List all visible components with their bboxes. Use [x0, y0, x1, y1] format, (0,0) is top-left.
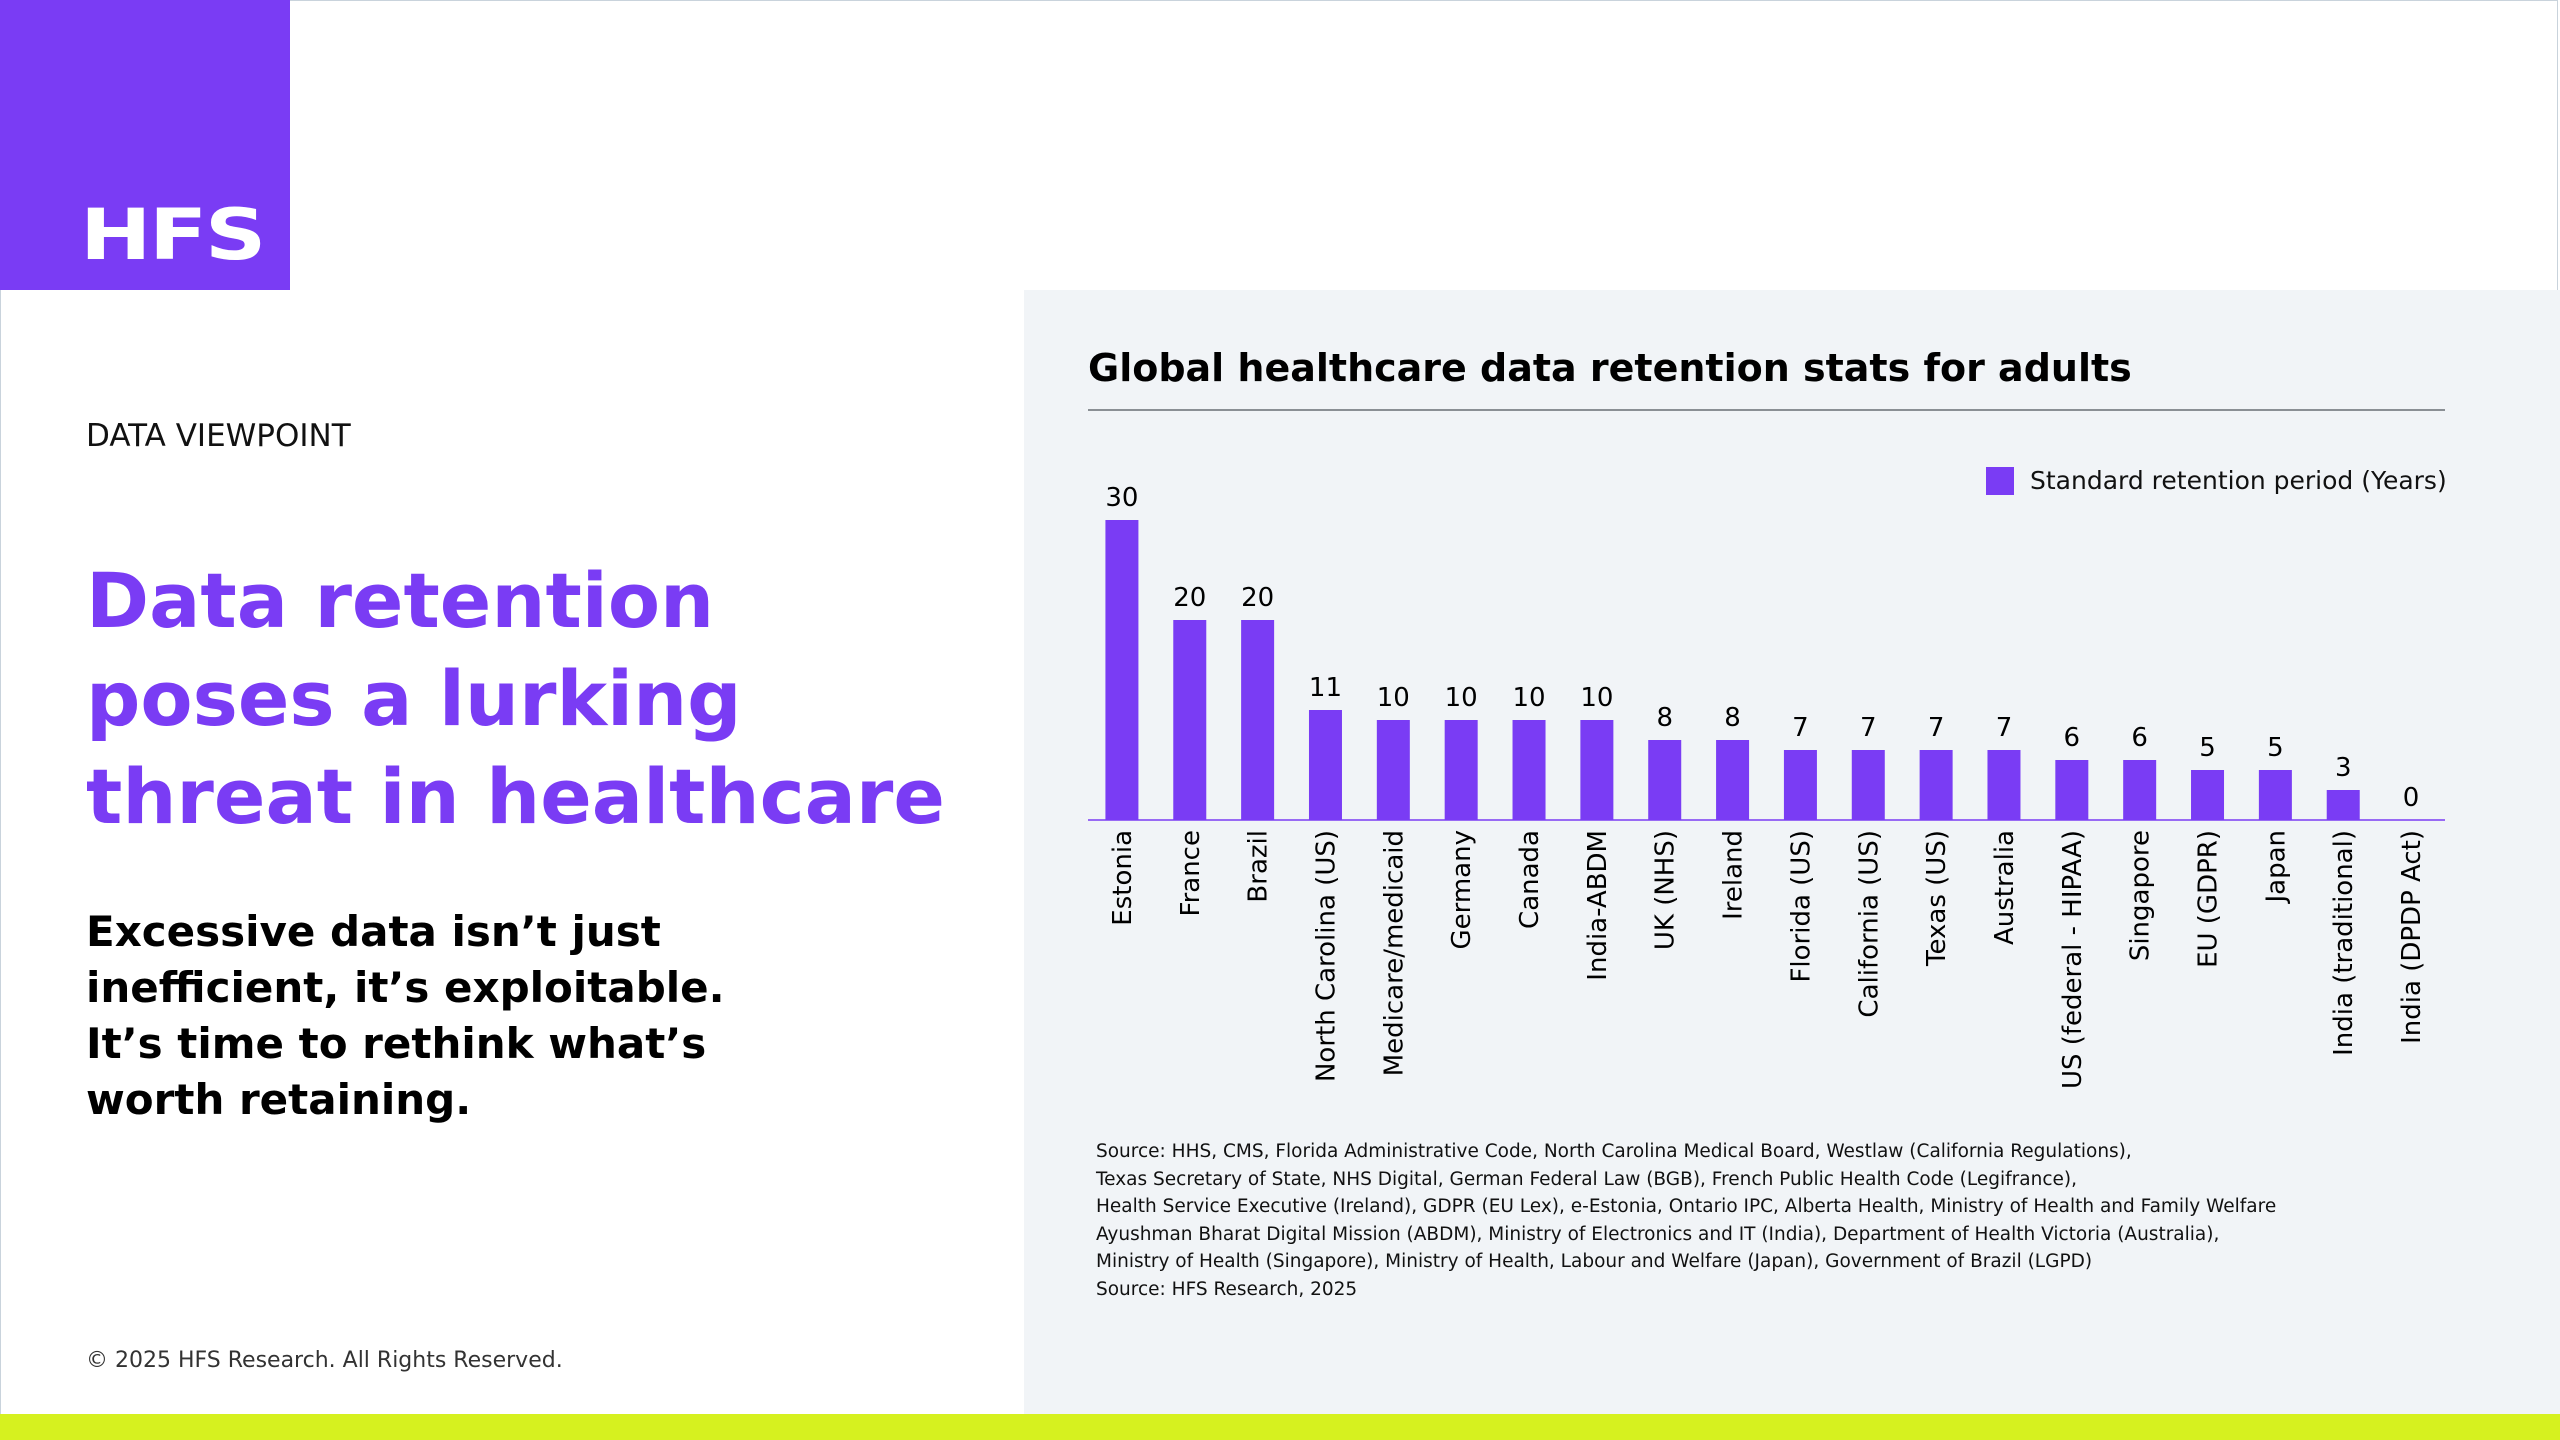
- bar: [2055, 760, 2089, 820]
- bar: [1308, 710, 1342, 820]
- bar: [1648, 740, 1682, 820]
- headline: Data retention poses a lurking threat in…: [86, 552, 986, 846]
- bar: [1919, 750, 1953, 820]
- source-line: Source: HHS, CMS, Florida Administrative…: [1096, 1141, 2132, 1162]
- source-line: Source: HFS Research, 2025: [1096, 1278, 1358, 1300]
- source-line: Texas Secretary of State, NHS Digital, G…: [1096, 1168, 2077, 1190]
- chart-legend: Standard retention period (Years): [1986, 466, 2447, 495]
- x-tick-label: Florida (US): [1786, 830, 1816, 983]
- x-tick-label: India (DPDP Act): [2397, 830, 2427, 1044]
- bar: [1105, 520, 1139, 820]
- x-tick-label: California (US): [1854, 830, 1884, 1018]
- bar: [1173, 620, 1207, 820]
- x-tick-label: EU (GDPR): [2194, 830, 2224, 968]
- x-tick-label: Singapore: [2126, 830, 2156, 961]
- legend-swatch: [1986, 466, 2014, 495]
- bar: [2191, 770, 2225, 820]
- subhead: Excessive data isn’t just inefficient, i…: [86, 904, 826, 1128]
- data-label: 7: [1928, 713, 1945, 743]
- data-label: 20: [1241, 583, 1274, 613]
- subhead-line: Excessive data isn’t just: [86, 907, 661, 956]
- bottom-accent-bar: [0, 1414, 2560, 1440]
- bar: [1580, 720, 1614, 820]
- x-tick-label: India (traditional): [2329, 830, 2359, 1056]
- bar: [2326, 790, 2360, 820]
- x-tick-label: US (federal - HIPAA): [2058, 830, 2088, 1089]
- source-line: Ayushman Bharat Digital Mission (ABDM), …: [1096, 1223, 2220, 1245]
- chart-title: Global healthcare data retention stats f…: [1088, 346, 2132, 390]
- x-tick-label: North Carolina (US): [1311, 830, 1341, 1082]
- bar: [1241, 620, 1275, 820]
- x-tick-label: France: [1176, 830, 1206, 916]
- x-tick-label: Brazil: [1244, 830, 1274, 903]
- source-notes: Source: HHS, CMS, Florida Administrative…: [1096, 1138, 2276, 1303]
- x-tick-label: Estonia: [1108, 830, 1138, 926]
- data-label: 8: [1656, 703, 1673, 733]
- subhead-line: worth retaining.: [86, 1075, 472, 1124]
- data-label: 30: [1105, 483, 1138, 513]
- data-label: 7: [1996, 713, 2013, 743]
- legend-label: Standard retention period (Years): [2030, 466, 2447, 495]
- x-tick-label: Germany: [1447, 830, 1477, 950]
- bar: [1851, 750, 1885, 820]
- bar: [1512, 720, 1546, 820]
- logo-text: HFS: [80, 194, 266, 276]
- chart-panel: [1024, 290, 2560, 1414]
- data-label: 5: [2199, 733, 2216, 763]
- source-line: Health Service Executive (Ireland), GDPR…: [1096, 1196, 2277, 1217]
- data-label: 8: [1724, 703, 1741, 733]
- copyright-notice: © 2025 HFS Research. All Rights Reserved…: [86, 1348, 563, 1373]
- data-label: 7: [1792, 713, 1809, 743]
- data-label: 10: [1580, 683, 1613, 713]
- x-tick-label: Ireland: [1719, 830, 1749, 920]
- bar: [1716, 740, 1750, 820]
- data-label: 10: [1512, 683, 1545, 713]
- bar: [2123, 760, 2157, 820]
- data-label: 5: [2267, 733, 2284, 763]
- data-label: 10: [1377, 683, 1410, 713]
- bar: [1987, 750, 2021, 820]
- data-label: 6: [2131, 723, 2148, 753]
- bar: [2258, 770, 2292, 820]
- x-tick-label: India-ABDM: [1583, 830, 1613, 981]
- x-tick-label: Canada: [1515, 830, 1545, 929]
- headline-line: poses a lurking: [86, 654, 742, 743]
- headline-line: Data retention: [86, 556, 715, 645]
- x-tick-label: Australia: [1990, 830, 2020, 945]
- bar: [1376, 720, 1410, 820]
- data-label: 7: [1860, 713, 1877, 743]
- data-label: 20: [1173, 583, 1206, 613]
- data-label: 6: [2064, 723, 2081, 753]
- data-label: 11: [1309, 673, 1342, 703]
- data-label: 3: [2335, 753, 2352, 783]
- bar: [1783, 750, 1817, 820]
- x-tick-label: Texas (US): [1922, 830, 1952, 967]
- hfs-logo: HFS: [0, 0, 290, 290]
- x-tick-label: Medicare/medicaid: [1379, 830, 1409, 1076]
- bar: [1444, 720, 1478, 820]
- data-label: 10: [1445, 683, 1478, 713]
- headline-line: threat in healthcare: [86, 752, 945, 841]
- section-kicker: DATA VIEWPOINT: [86, 418, 351, 454]
- subhead-line: It’s time to rethink what’s: [86, 1019, 707, 1068]
- title-divider: [1088, 409, 2445, 411]
- data-label: 0: [2403, 783, 2420, 813]
- x-tick-label: UK (NHS): [1651, 830, 1681, 950]
- source-line: Ministry of Health (Singapore), Ministry…: [1096, 1251, 2093, 1272]
- subhead-line: inefficient, it’s exploitable.: [86, 963, 725, 1012]
- x-tick-label: Japan: [2261, 830, 2291, 905]
